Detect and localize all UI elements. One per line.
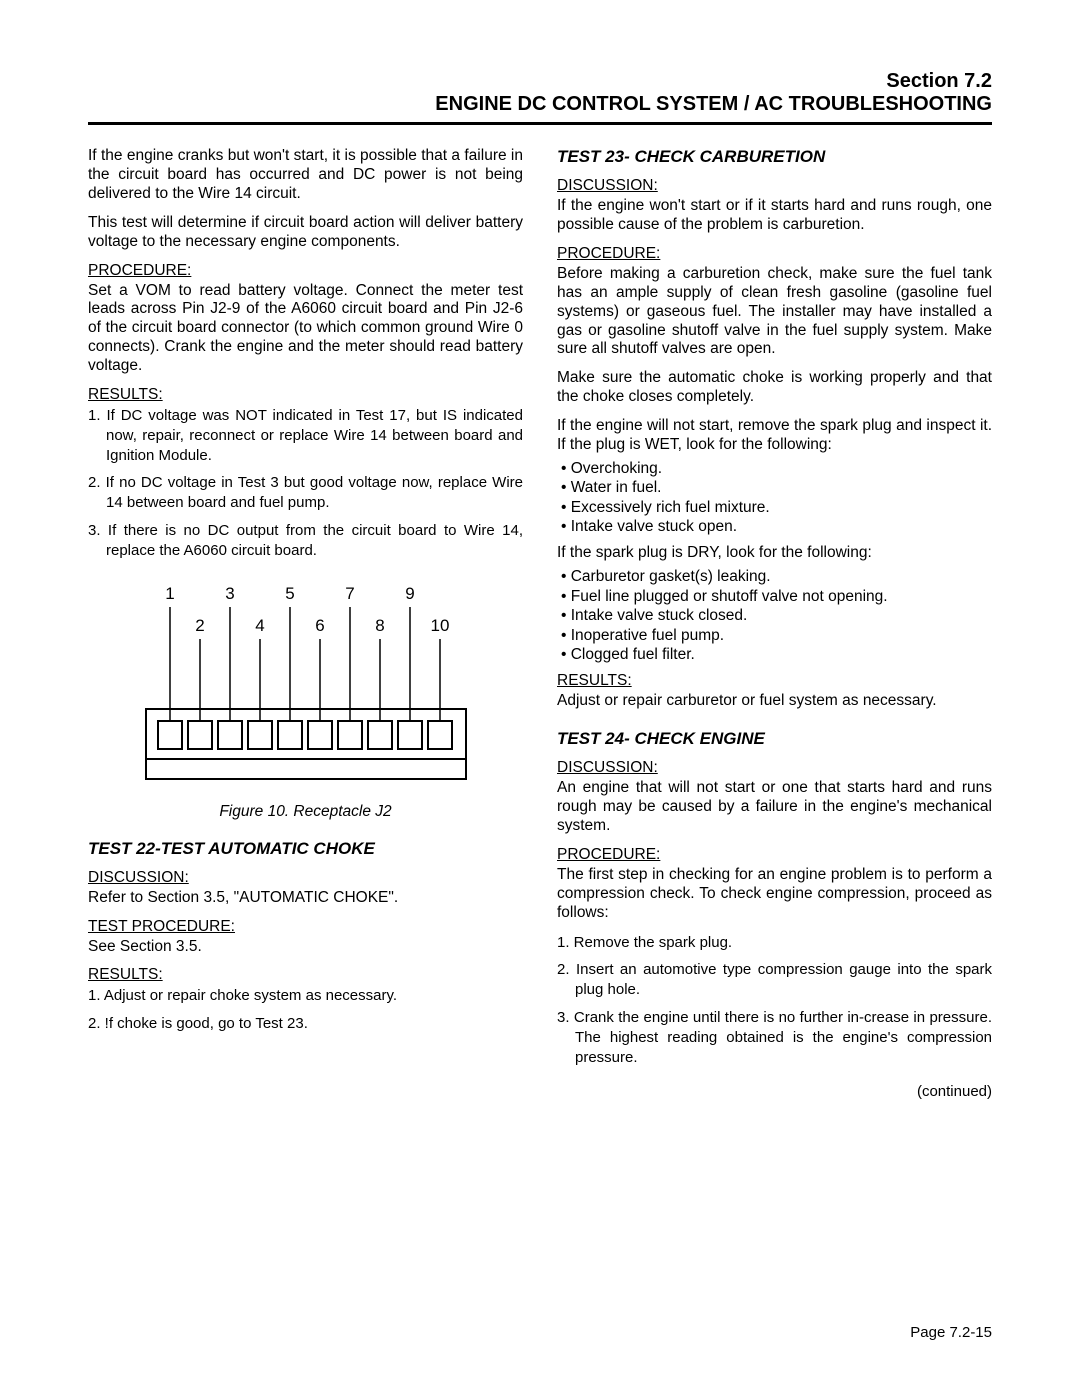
pin-label: 1 xyxy=(165,584,174,603)
receptacle-diagram: 1 3 5 7 9 2 4 6 8 10 xyxy=(126,579,486,789)
test-24-heading: TEST 24- CHECK ENGINE xyxy=(557,729,992,749)
discussion-text: If the engine won't start or if it start… xyxy=(557,197,992,235)
results-list: 1. Adjust or repair choke system as nece… xyxy=(88,986,523,1034)
section-title: ENGINE DC CONTROL SYSTEM / AC TROUBLESHO… xyxy=(88,93,992,116)
procedure-p1: Before making a carburetion check, make … xyxy=(557,265,992,360)
wet-list: Overchoking. Water in fuel. Excessively … xyxy=(557,459,992,537)
list-item: Overchoking. xyxy=(557,459,992,478)
test-23-heading: TEST 23- CHECK CARBURETION xyxy=(557,147,992,167)
test-procedure-text: See Section 3.5. xyxy=(88,938,523,957)
results-text: Adjust or repair carburetor or fuel syst… xyxy=(557,692,992,711)
list-item: 1. Adjust or repair choke system as nece… xyxy=(88,986,523,1006)
procedure-label: PROCEDURE: xyxy=(557,245,992,263)
pin-label: 7 xyxy=(345,584,354,603)
list-item: Carburetor gasket(s) leaking. xyxy=(557,567,992,586)
page-header: Section 7.2 ENGINE DC CONTROL SYSTEM / A… xyxy=(88,70,992,116)
continued-marker: (continued) xyxy=(557,1083,992,1100)
procedure-text: Set a VOM to read battery voltage. Conne… xyxy=(88,282,523,377)
intro-paragraph-1: If the engine cranks but won't start, it… xyxy=(88,147,523,204)
pin-label: 4 xyxy=(255,616,264,635)
pin-label: 5 xyxy=(285,584,294,603)
pin-label: 9 xyxy=(405,584,414,603)
discussion-label: DISCUSSION: xyxy=(557,759,992,777)
dry-intro: If the spark plug is DRY, look for the f… xyxy=(557,544,992,563)
content-columns: If the engine cranks but won't start, it… xyxy=(88,147,992,1100)
discussion-text: Refer to Section 3.5, "AUTOMATIC CHOKE". xyxy=(88,889,523,908)
pin-label: 3 xyxy=(225,584,234,603)
list-item: 3. If there is no DC output from the cir… xyxy=(88,521,523,561)
list-item: Excessively rich fuel mixture. xyxy=(557,498,992,517)
test-procedure-label: TEST PROCEDURE: xyxy=(88,918,523,936)
page-number: Page 7.2-15 xyxy=(910,1324,992,1341)
list-item: Intake valve stuck open. xyxy=(557,517,992,536)
results-list: 1. If DC voltage was NOT indicated in Te… xyxy=(88,406,523,561)
right-column: TEST 23- CHECK CARBURETION DISCUSSION: I… xyxy=(557,147,992,1100)
dry-list: Carburetor gasket(s) leaking. Fuel line … xyxy=(557,567,992,664)
list-item: Intake valve stuck closed. xyxy=(557,606,992,625)
pin-label: 10 xyxy=(430,616,449,635)
intro-paragraph-2: This test will determine if circuit boar… xyxy=(88,214,523,252)
list-item: Clogged fuel filter. xyxy=(557,645,992,664)
procedure-text: The first step in checking for an engine… xyxy=(557,866,992,923)
list-item: 2. Insert an automotive type compression… xyxy=(557,960,992,1000)
results-label: RESULTS: xyxy=(88,966,523,984)
list-item: 2. !f choke is good, go to Test 23. xyxy=(88,1014,523,1034)
results-label: RESULTS: xyxy=(88,386,523,404)
figure-caption: Figure 10. Receptacle J2 xyxy=(88,803,523,821)
header-rule xyxy=(88,122,992,125)
left-column: If the engine cranks but won't start, it… xyxy=(88,147,523,1100)
list-item: 2. If no DC voltage in Test 3 but good v… xyxy=(88,473,523,513)
procedure-label: PROCEDURE: xyxy=(557,846,992,864)
procedure-label: PROCEDURE: xyxy=(88,262,523,280)
pin-label: 8 xyxy=(375,616,384,635)
figure-10: 1 3 5 7 9 2 4 6 8 10 Figure 10. Receptac… xyxy=(88,579,523,821)
list-item: Fuel line plugged or shutoff valve not o… xyxy=(557,587,992,606)
discussion-label: DISCUSSION: xyxy=(557,177,992,195)
list-item: Water in fuel. xyxy=(557,478,992,497)
list-item: 3. Crank the engine until there is no fu… xyxy=(557,1008,992,1067)
discussion-text: An engine that will not start or one tha… xyxy=(557,779,992,836)
procedure-p3: If the engine will not start, remove the… xyxy=(557,417,992,455)
procedure-p2: Make sure the automatic choke is working… xyxy=(557,369,992,407)
discussion-label: DISCUSSION: xyxy=(88,869,523,887)
list-item: 1. If DC voltage was NOT indicated in Te… xyxy=(88,406,523,465)
list-item: Inoperative fuel pump. xyxy=(557,626,992,645)
pin-label: 6 xyxy=(315,616,324,635)
pin-label: 2 xyxy=(195,616,204,635)
list-item: 1. Remove the spark plug. xyxy=(557,933,992,953)
test-22-heading: TEST 22-TEST AUTOMATIC CHOKE xyxy=(88,839,523,859)
results-label: RESULTS: xyxy=(557,672,992,690)
section-number: Section 7.2 xyxy=(88,70,992,93)
steps-list: 1. Remove the spark plug. 2. Insert an a… xyxy=(557,933,992,1068)
